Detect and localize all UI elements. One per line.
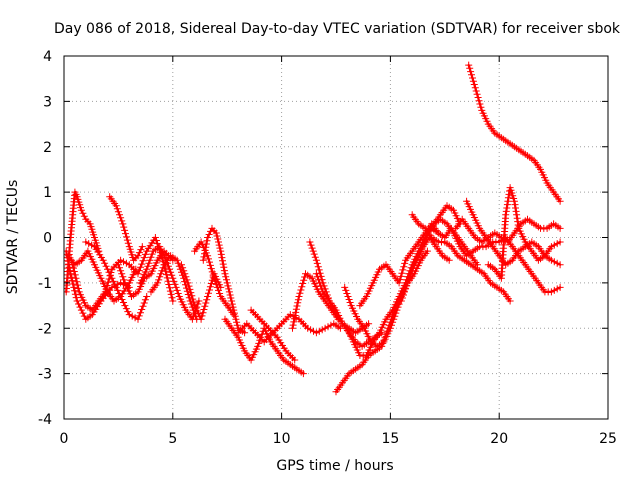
data-point-markers: [82, 238, 151, 323]
series-s21: [343, 224, 442, 359]
data-point-markers: [289, 270, 342, 332]
data-point-markers: [221, 315, 307, 378]
x-tick-label: 0: [60, 431, 69, 447]
series-s16: [289, 270, 342, 332]
data-point-markers: [452, 215, 564, 246]
data-point-markers: [408, 211, 514, 305]
y-tick-label: 4: [43, 49, 52, 65]
data-point-markers: [106, 193, 146, 264]
x-tick-labels: 0 5 10 15 20 25: [60, 431, 617, 447]
series-s28: [465, 61, 564, 205]
y-tick-label: -4: [38, 412, 52, 428]
series-s10: [178, 261, 225, 323]
x-tick-label: 25: [599, 431, 617, 447]
x-axis-label: GPS time / hours: [276, 458, 393, 474]
data-point-markers: [343, 224, 442, 359]
series-s24: [408, 211, 514, 305]
data-point-markers: [247, 306, 299, 364]
data-point-markers: [234, 311, 344, 346]
x-tick-label: 5: [168, 431, 177, 447]
series-s14: [234, 311, 344, 346]
y-tick-label: -3: [38, 367, 52, 383]
y-tick-label: 1: [43, 185, 52, 201]
series-s13: [221, 315, 307, 378]
series-s26: [452, 215, 564, 246]
ticks: [63, 55, 609, 420]
data-point-markers: [178, 261, 225, 323]
x-tick-label: 20: [490, 431, 508, 447]
grid: [64, 56, 608, 419]
data-point-markers: [147, 252, 201, 323]
series-layer: [64, 61, 564, 396]
data-point-markers: [114, 247, 177, 300]
x-tick-label: 15: [381, 431, 399, 447]
chart-title: Day 086 of 2018, Sidereal Day-to-day VTE…: [54, 21, 621, 37]
series-s15: [247, 306, 299, 364]
series-s9: [147, 252, 201, 323]
data-point-markers: [484, 184, 564, 282]
y-tick-label: -1: [38, 276, 52, 292]
y-tick-label: 3: [43, 94, 52, 110]
series-group: [64, 61, 564, 396]
y-tick-labels: 4 3 2 1 0 -1 -2 -3 -4: [38, 49, 52, 428]
series-s29: [484, 184, 564, 282]
series-s6: [106, 193, 146, 264]
y-tick-label: 0: [43, 231, 52, 247]
data-point-markers: [465, 61, 564, 205]
data-point-markers: [199, 224, 249, 337]
y-tick-label: 2: [43, 140, 52, 156]
series-s2: [64, 247, 133, 323]
data-point-markers: [64, 247, 133, 323]
x-tick-label: 10: [273, 431, 291, 447]
series-s12: [199, 224, 249, 337]
y-axis-label: SDTVAR / TECUs: [5, 180, 21, 295]
y-tick-label: -2: [38, 321, 52, 337]
series-s5: [82, 238, 151, 323]
